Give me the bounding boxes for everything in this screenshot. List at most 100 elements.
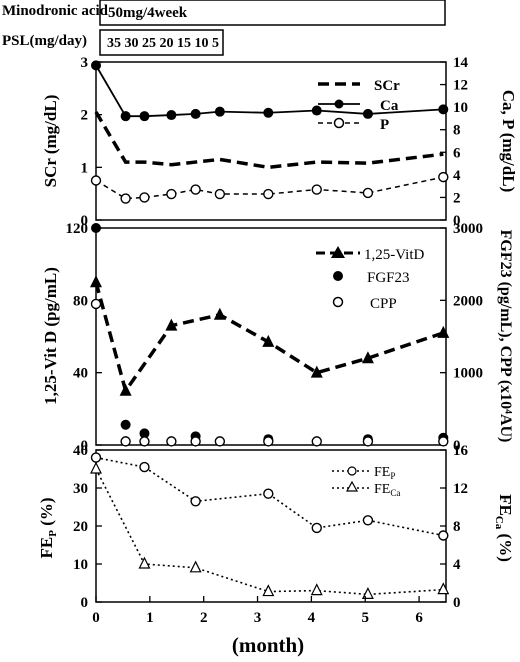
point-1-25-vitd: [90, 275, 102, 288]
panel-middle-plot: 0 40 80 120 0 1000 2000 3000: [66, 221, 484, 454]
point-p: [362, 187, 374, 199]
drug2-label: PSL(mg/day): [2, 33, 87, 49]
point-cpp: [90, 298, 102, 310]
point-ca: [311, 105, 322, 116]
panel-top-legend: SCr Ca P: [318, 78, 400, 133]
point-ca: [190, 108, 201, 119]
legend-fep-marker: [347, 466, 357, 476]
right-tick-label: 0: [453, 595, 461, 611]
point-fe-ca: [310, 583, 323, 596]
point-ca: [362, 108, 373, 119]
right-tick-label: 12: [453, 481, 468, 497]
panel-middle-legend: 1,25-VitD FGF23 CPP: [316, 246, 425, 312]
x-axis: 0 1 2 3 4 5 6: [92, 596, 423, 626]
panel-top-ylabel-left: SCr (mg/dL): [41, 95, 60, 188]
x-tick-label: 4: [308, 610, 316, 626]
right-tick-label: 0: [453, 438, 461, 454]
right-tick-label: 1000: [453, 366, 483, 382]
point-fe-ca: [90, 461, 102, 474]
point-fe-p: [190, 496, 201, 507]
series-line-scr: [94, 111, 444, 170]
panel-middle-ylabel-right: FGF23 (pg/mL), CPP (x10⁴AU): [497, 230, 514, 443]
left-tick-label: 40: [73, 443, 88, 459]
series-line-p: [95, 176, 444, 200]
point-cpp: [190, 436, 201, 447]
left-tick-label: 20: [73, 519, 88, 535]
series-line-1-25-vitd: [94, 281, 444, 395]
point-1-25-vitd: [165, 318, 178, 331]
point-p: [166, 188, 177, 200]
left-tick-label: 3: [81, 55, 89, 71]
panel-middle-ylabel-left: 1,25-Vit D (pg/mL): [41, 267, 60, 405]
left-tick-label: 30: [73, 481, 88, 497]
x-axis-label: (month): [232, 633, 304, 657]
right-tick-label: 2: [453, 190, 461, 206]
panel-bottom-ylabel-right: FECa (%): [493, 494, 515, 562]
point-fe-ca: [138, 556, 151, 569]
left-tick-label: 40: [73, 366, 88, 382]
point-1-25-vitd: [310, 365, 323, 378]
left-tick-label: 80: [73, 293, 88, 309]
left-tick-label: 0: [81, 438, 89, 454]
right-tick-label: 14: [453, 55, 469, 71]
right-tick-label: 8: [453, 519, 461, 535]
legend-p-marker: [333, 117, 345, 129]
left-tick-label: 0: [81, 595, 89, 611]
point-ca: [214, 106, 225, 117]
point-1-25-vitd: [361, 351, 374, 364]
point-cpp: [438, 436, 449, 447]
point-p: [190, 184, 201, 195]
right-tick-label: 6: [453, 145, 461, 161]
panel-middle: 1,25-Vit D (pg/mL) FGF23 (pg/mL), CPP (x…: [41, 221, 514, 454]
left-tick-label: 0: [81, 213, 89, 229]
point-p: [438, 171, 449, 183]
point-1-25-vitd: [119, 383, 132, 396]
x-tick-label: 1: [146, 610, 154, 626]
right-tick-label: 2000: [453, 293, 483, 309]
point-fe-ca: [361, 587, 374, 600]
point-cpp: [263, 436, 274, 447]
point-fe-ca: [437, 582, 450, 595]
point-ca: [139, 111, 150, 122]
left-tick-label: 120: [66, 221, 89, 237]
drug2-box: [99, 29, 224, 56]
point-p: [311, 184, 322, 195]
x-tick-label: 2: [200, 610, 208, 626]
series-line-ca: [95, 64, 444, 118]
drug2-value: 35 30 25 20 15 10 5: [107, 36, 219, 51]
legend-ca-marker: [334, 99, 344, 109]
point-fgf23: [91, 223, 101, 233]
left-tick-label: 2: [81, 108, 89, 124]
left-tick-label: 1: [81, 160, 89, 176]
right-tick-label: 3000: [453, 221, 483, 237]
x-tick-label: 6: [415, 610, 423, 626]
point-fe-p: [311, 522, 322, 534]
point-ca: [166, 110, 177, 121]
point-fe-ca: [262, 584, 275, 597]
treatment-header: Minodronic acid 50mg/4week PSL(mg/day) 3…: [2, 0, 446, 56]
legend-ca-label: Ca: [380, 98, 399, 114]
point-fe-ca: [189, 560, 202, 573]
point-ca: [120, 111, 131, 122]
panel-top-frame: [95, 61, 447, 221]
point-1-25-vitd: [262, 334, 275, 347]
point-fe-p: [362, 515, 374, 526]
point-ca: [438, 104, 449, 115]
point-cpp: [362, 436, 374, 447]
right-tick-label: 10: [453, 100, 468, 116]
right-tick-label: 4: [453, 557, 461, 573]
panel-bottom-plot: 0 10 20 30 40 0 4 8 12 16: [73, 443, 469, 611]
panel-top: SCr (mg/dL) Ca, P (mg/dL) 01230246810121…: [41, 55, 518, 229]
x-tick-label: 3: [254, 610, 262, 626]
point-cpp: [166, 436, 177, 447]
point-p: [120, 193, 131, 204]
point-fe-p: [438, 530, 449, 541]
point-cpp: [120, 436, 131, 447]
point-cpp: [139, 436, 150, 447]
legend-fep-label: FEP: [374, 465, 395, 481]
drug1-value: 50mg/4week: [108, 5, 188, 21]
point-fe-p: [139, 461, 150, 473]
legend-feca-label: FECa: [374, 482, 400, 498]
point-p: [90, 175, 102, 186]
